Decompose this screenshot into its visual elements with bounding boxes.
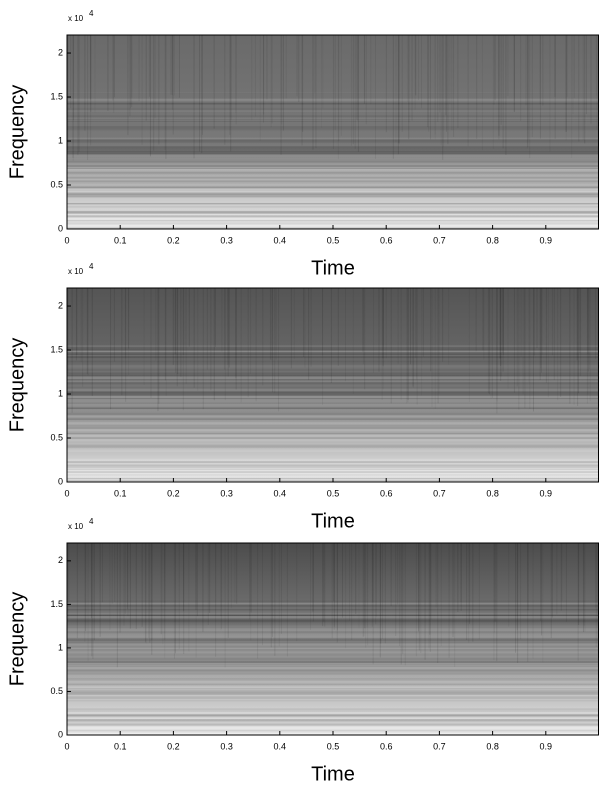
- x-tick-label: 0: [64, 741, 69, 751]
- x-tick-label: 0.3: [220, 488, 233, 498]
- y-tick-label: 2: [58, 300, 63, 310]
- y-tick-label: 0: [58, 223, 63, 233]
- y-tick-label: 1.5: [50, 91, 63, 101]
- x-tick-label: 0.9: [540, 235, 553, 245]
- x-tick-label: 0.4: [274, 488, 287, 498]
- y-tick-label: 1: [58, 388, 63, 398]
- y-tick-label: 0.5: [50, 179, 63, 189]
- x-tick-label: 0.3: [220, 235, 233, 245]
- y-tick-label: 0.5: [50, 686, 63, 696]
- y-tick-label: 1: [58, 135, 63, 145]
- spectrogram-image: [67, 543, 599, 735]
- y-multiplier-exponent: 4: [89, 9, 94, 18]
- x-tick-label: 0: [64, 488, 69, 498]
- x-tick-label: 0.1: [114, 235, 127, 245]
- x-tick-label: 0.4: [274, 235, 287, 245]
- y-tick-label: 2: [58, 555, 63, 565]
- y-tick-label: 0: [58, 729, 63, 739]
- y-axis-label: Frequency: [6, 85, 28, 180]
- x-tick-label: 0.2: [167, 235, 180, 245]
- x-axis-label: Time: [311, 510, 355, 532]
- x-tick-label: 0: [64, 235, 69, 245]
- y-tick-label: 1: [58, 642, 63, 652]
- y-multiplier: x 10: [68, 14, 84, 23]
- y-axis-label: Frequency: [6, 338, 28, 433]
- x-tick-label: 0.2: [167, 741, 180, 751]
- x-tick-label: 0.5: [327, 235, 340, 245]
- x-tick-label: 0.7: [433, 488, 446, 498]
- x-tick-label: 0.7: [433, 235, 446, 245]
- y-multiplier: x 10: [68, 267, 84, 276]
- y-axis-label: Frequency: [6, 592, 28, 687]
- x-tick-label: 0.9: [540, 741, 553, 751]
- spectrogram-image: [67, 288, 599, 482]
- y-multiplier-exponent: 4: [89, 517, 94, 526]
- x-tick-label: 0.6: [380, 741, 393, 751]
- spectrogram-panel: 0 0.1 0.2 0.3 0.4 0.5 0.6 0.7 0.8 0.9 0 0.5 1 1.5 2 Tim…: [6, 262, 599, 532]
- y-tick-label: 1.5: [50, 344, 63, 354]
- x-tick-label: 0.1: [114, 741, 127, 751]
- x-tick-label: 0.7: [433, 741, 446, 751]
- spectrogram-panel: 0 0.1 0.2 0.3 0.4 0.5 0.6 0.7 0.8 0.9 0 0.5 1 1.5 2 Tim…: [6, 517, 599, 785]
- x-tick-label: 0.6: [380, 235, 393, 245]
- x-tick-label: 0.6: [380, 488, 393, 498]
- x-tick-label: 0.3: [220, 741, 233, 751]
- x-tick-label: 0.2: [167, 488, 180, 498]
- x-tick-label: 0.1: [114, 488, 127, 498]
- y-tick-label: 1.5: [50, 599, 63, 609]
- spectrogram-panel: 0 0.1 0.2 0.3 0.4 0.5 0.6 0.7 0.8 0.9 0 0.5 1 1.5 2 Tim…: [6, 9, 599, 279]
- x-tick-label: 0.5: [327, 741, 340, 751]
- y-tick-label: 0: [58, 476, 63, 486]
- x-tick-label: 0.5: [327, 488, 340, 498]
- x-tick-label: 0.8: [486, 488, 499, 498]
- x-axis-label: Time: [311, 763, 355, 785]
- x-tick-label: 0.8: [486, 235, 499, 245]
- y-multiplier-exponent: 4: [89, 262, 94, 271]
- y-tick-label: 0.5: [50, 432, 63, 442]
- y-tick-label: 2: [58, 47, 63, 57]
- spectrogram-image: [67, 35, 599, 229]
- x-tick-label: 0.4: [274, 741, 287, 751]
- x-tick-label: 0.8: [486, 741, 499, 751]
- x-axis-label: Time: [311, 257, 355, 279]
- y-multiplier: x 10: [68, 522, 84, 531]
- x-tick-label: 0.9: [540, 488, 553, 498]
